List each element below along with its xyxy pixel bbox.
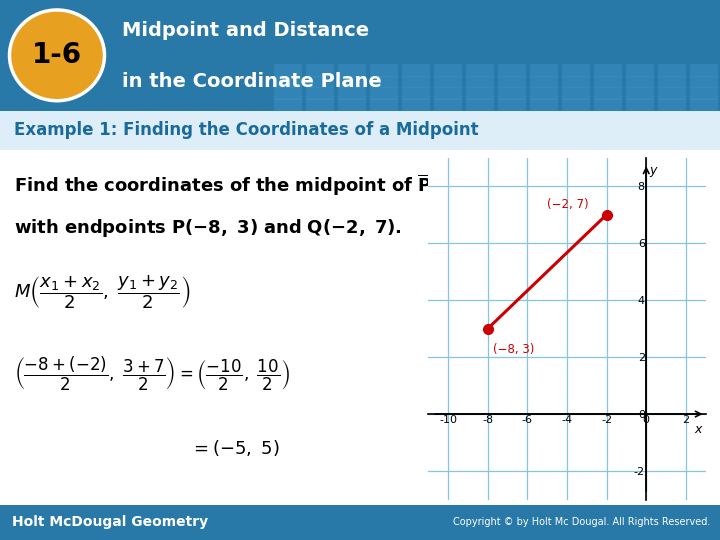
Bar xyxy=(626,76,654,89)
Bar xyxy=(466,76,494,89)
Bar xyxy=(433,87,462,99)
Bar xyxy=(338,76,366,89)
Bar xyxy=(466,64,494,77)
Bar xyxy=(433,98,462,111)
Text: Holt McDougal Geometry: Holt McDougal Geometry xyxy=(12,516,208,529)
Bar xyxy=(433,76,462,89)
Ellipse shape xyxy=(9,10,104,101)
Text: 1-6: 1-6 xyxy=(32,42,82,69)
Bar xyxy=(402,98,430,111)
Text: x: x xyxy=(694,423,701,436)
Bar xyxy=(402,64,430,77)
Bar xyxy=(369,64,397,77)
Bar xyxy=(690,76,718,89)
Text: $\left(\dfrac{-8+(-2)}{2},\ \dfrac{3+7}{2}\right) = \left(\dfrac{-10}{2},\ \dfra: $\left(\dfrac{-8+(-2)}{2},\ \dfrac{3+7}{… xyxy=(14,354,290,393)
Bar xyxy=(530,64,557,77)
Bar xyxy=(369,98,397,111)
Bar xyxy=(498,64,526,77)
Text: $\mathbf{with\ endpoints\ }$$\mathit{\mathbf{P}}$$\mathbf{(-8,\ 3)\ and\ }$$\mat: $\mathbf{with\ endpoints\ }$$\mathit{\ma… xyxy=(14,217,402,239)
Text: Example 1: Finding the Coordinates of a Midpoint: Example 1: Finding the Coordinates of a … xyxy=(14,121,479,139)
Text: $M\left(\dfrac{x_1 + x_2}{2},\ \dfrac{y_1 + y_2}{2}\right)$: $M\left(\dfrac{x_1 + x_2}{2},\ \dfrac{y_… xyxy=(14,273,191,310)
Bar xyxy=(433,64,462,77)
Bar xyxy=(498,76,526,89)
Bar xyxy=(593,87,621,99)
Bar xyxy=(562,76,590,89)
Bar xyxy=(498,98,526,111)
Bar xyxy=(305,87,333,99)
Bar xyxy=(657,64,685,77)
Bar xyxy=(626,64,654,77)
Bar xyxy=(593,64,621,77)
Bar xyxy=(690,64,718,77)
Bar xyxy=(626,98,654,111)
Bar xyxy=(530,98,557,111)
Bar xyxy=(305,64,333,77)
Text: in the Coordinate Plane: in the Coordinate Plane xyxy=(122,72,382,91)
Bar xyxy=(657,98,685,111)
Bar xyxy=(530,76,557,89)
Bar xyxy=(305,98,333,111)
Bar xyxy=(690,87,718,99)
Text: y: y xyxy=(649,164,657,177)
Bar xyxy=(338,98,366,111)
Text: (−8, 3): (−8, 3) xyxy=(492,343,534,356)
Text: (−2, 7): (−2, 7) xyxy=(547,198,589,211)
Bar xyxy=(530,87,557,99)
Bar xyxy=(402,76,430,89)
Text: Copyright © by Holt Mc Dougal. All Rights Reserved.: Copyright © by Holt Mc Dougal. All Right… xyxy=(453,517,710,528)
Bar xyxy=(369,87,397,99)
Bar xyxy=(498,87,526,99)
Bar xyxy=(593,76,621,89)
Bar xyxy=(338,64,366,77)
Bar xyxy=(466,87,494,99)
Bar xyxy=(274,76,302,89)
Bar xyxy=(274,98,302,111)
Bar xyxy=(562,87,590,99)
Bar xyxy=(402,87,430,99)
Bar xyxy=(626,87,654,99)
Bar xyxy=(657,76,685,89)
Text: Midpoint and Distance: Midpoint and Distance xyxy=(122,22,369,40)
Bar xyxy=(274,64,302,77)
Bar xyxy=(690,98,718,111)
Bar xyxy=(562,98,590,111)
Text: $= (-5,\ 5)$: $= (-5,\ 5)$ xyxy=(190,438,279,458)
Bar xyxy=(562,64,590,77)
Bar xyxy=(593,98,621,111)
Bar xyxy=(466,98,494,111)
Bar xyxy=(274,87,302,99)
Bar xyxy=(657,87,685,99)
Bar xyxy=(338,87,366,99)
Text: $\mathbf{Find\ the\ coordinates\ of\ the\ midpoint\ of\ }$$\mathbf{\overline{PQ}: $\mathbf{Find\ the\ coordinates\ of\ the… xyxy=(14,172,448,198)
Bar xyxy=(305,76,333,89)
Bar xyxy=(369,76,397,89)
